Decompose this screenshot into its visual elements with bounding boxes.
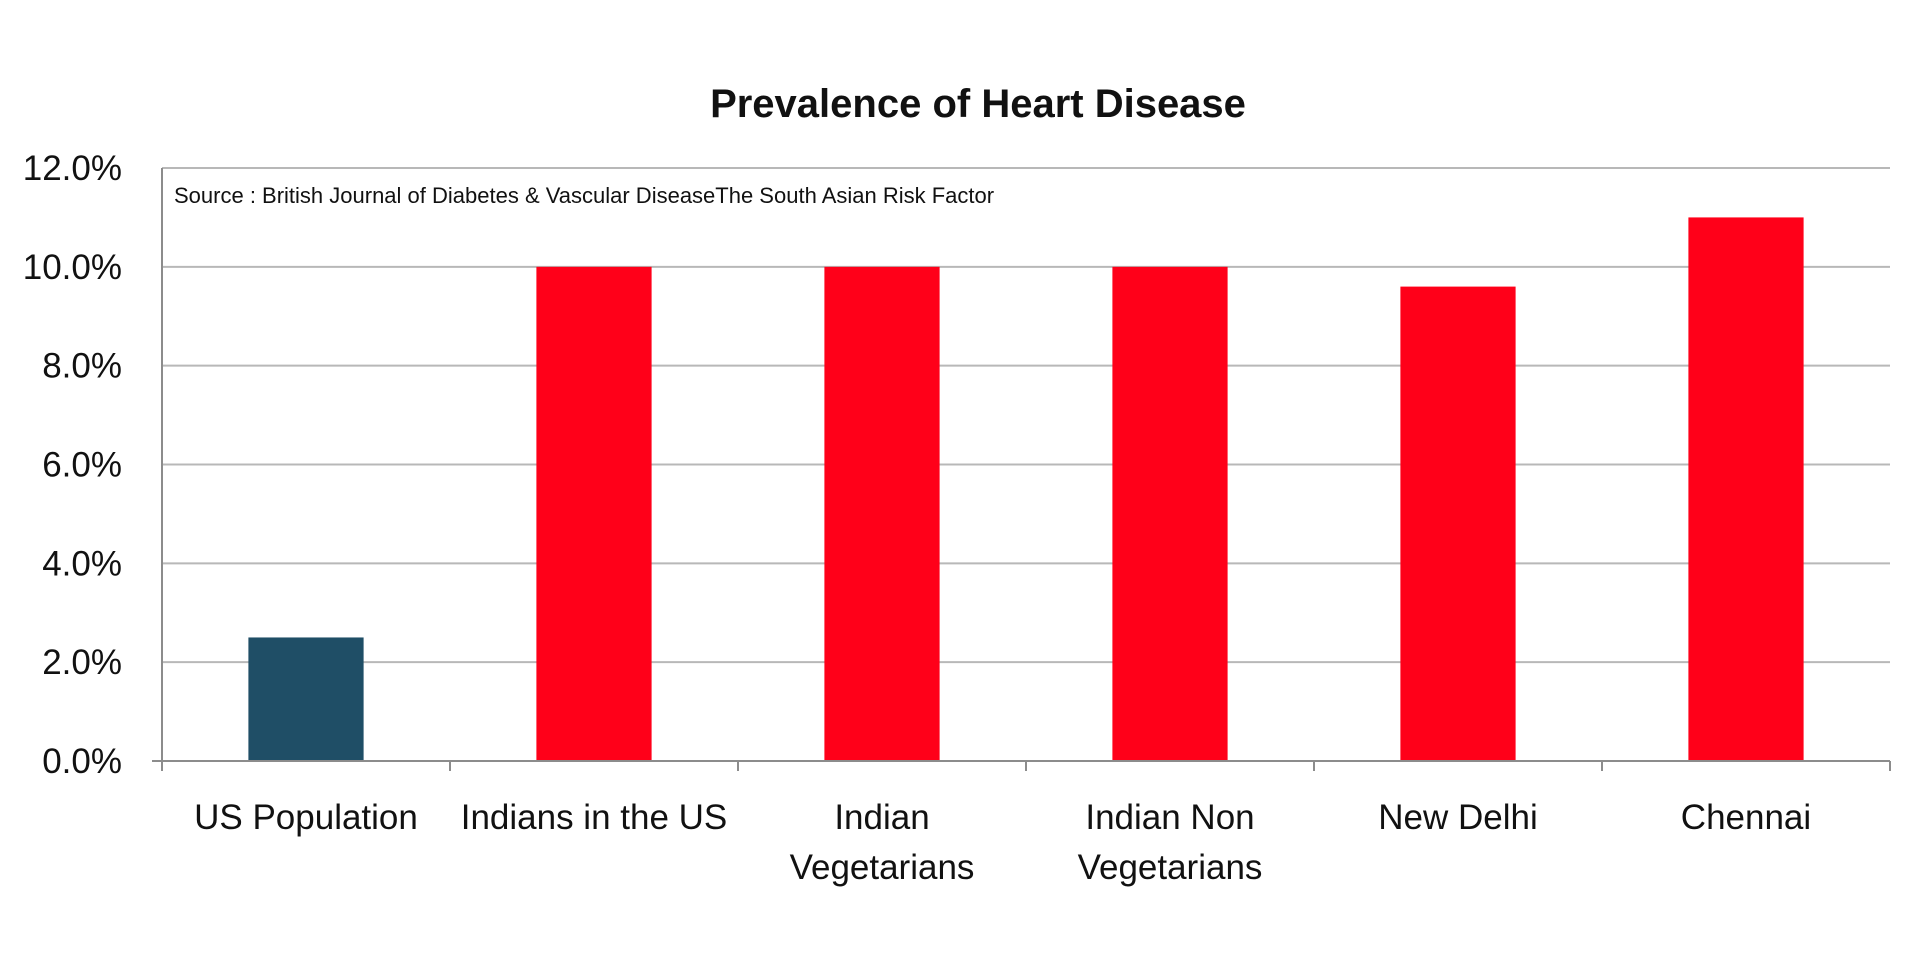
x-category-label: New Delhi [1378, 798, 1538, 837]
x-category-label: Vegetarians [790, 848, 975, 887]
bar [1400, 286, 1516, 761]
y-tick-label: 8.0% [42, 347, 122, 386]
y-tick-label: 10.0% [23, 248, 122, 287]
y-tick-label: 4.0% [42, 544, 122, 583]
y-tick-label: 2.0% [42, 643, 122, 682]
bar [1688, 217, 1804, 761]
x-category-label: Indians in the US [461, 798, 728, 837]
chart-title: Prevalence of Heart Disease [710, 82, 1246, 126]
x-category-label: Indian Non [1085, 798, 1254, 837]
bar [536, 266, 652, 761]
bar [1112, 266, 1228, 761]
x-category-label: Chennai [1681, 798, 1811, 837]
axes [152, 168, 1891, 771]
x-category-label: Indian [834, 798, 929, 837]
y-tick-label: 12.0% [23, 149, 122, 188]
bar [248, 637, 364, 761]
source-note: Source : British Journal of Diabetes & V… [174, 183, 994, 208]
bar [824, 266, 940, 761]
labels: 0.0% 2.0% 4.0% 6.0% 8.0% 10.0% 12.0% US Populat… [23, 149, 1811, 887]
x-category-label: Vegetarians [1078, 848, 1263, 887]
x-category-label: US Population [194, 798, 418, 837]
y-tick-label: 0.0% [42, 742, 122, 781]
y-tick-label: 6.0% [42, 446, 122, 485]
gridlines [162, 167, 1890, 664]
bars [248, 217, 1804, 761]
